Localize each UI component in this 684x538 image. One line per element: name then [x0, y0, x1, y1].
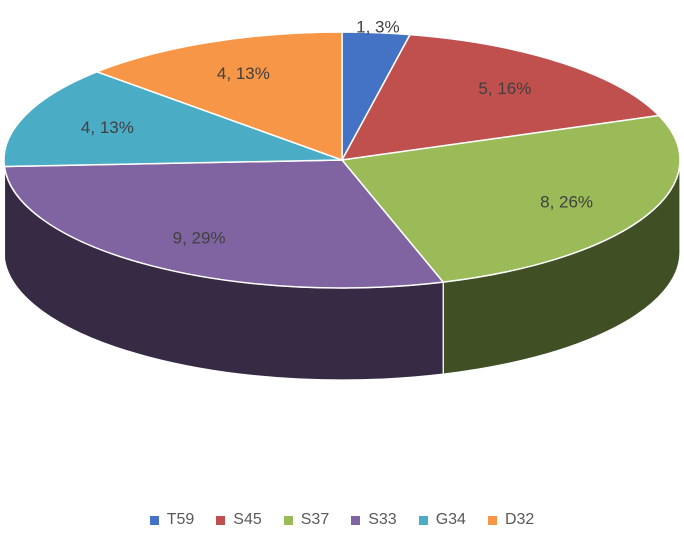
legend-label: S33: [368, 511, 397, 528]
legend-label: G34: [435, 511, 466, 528]
legend-swatch: [149, 515, 159, 525]
data-labels: 1, 3% 5, 16% 8, 26% 9, 29% 4, 13% 4, 13%: [81, 17, 593, 247]
legend-item-g34: G34: [418, 511, 466, 529]
legend-swatch: [216, 515, 226, 525]
legend-label: S45: [233, 511, 262, 528]
legend-item-s33: S33: [351, 511, 397, 529]
legend-swatch: [418, 515, 428, 525]
legend-label: D32: [504, 511, 535, 528]
pie-slice-s33: [3, 159, 444, 289]
pie-slices: [3, 31, 681, 289]
data-label-t59: 1, 3%: [356, 17, 399, 36]
legend-item-s37: S37: [283, 511, 330, 529]
legend-item-t59: T59: [149, 511, 195, 529]
legend-swatch: [487, 515, 497, 525]
pie-slice-s45: [341, 33, 660, 161]
legend: T59 S45 S37 S33 G34 D32: [0, 508, 684, 532]
data-label-s33: 9, 29%: [173, 229, 226, 248]
legend-item-d32: D32: [487, 511, 535, 529]
legend-label: T59: [166, 511, 195, 528]
pie-slice-d32: [96, 31, 343, 161]
pie-slice-g34: [3, 71, 343, 168]
data-label-s45: 5, 16%: [478, 79, 531, 98]
data-label-g34: 4, 13%: [81, 118, 134, 137]
legend-swatch: [283, 515, 293, 525]
legend-item-s45: S45: [216, 511, 262, 529]
legend-swatch: [351, 515, 361, 525]
data-label-s37: 8, 26%: [540, 193, 593, 212]
data-label-d32: 4, 13%: [217, 64, 270, 83]
legend-label: S37: [300, 511, 330, 528]
pie-slice-s37: [341, 114, 681, 283]
